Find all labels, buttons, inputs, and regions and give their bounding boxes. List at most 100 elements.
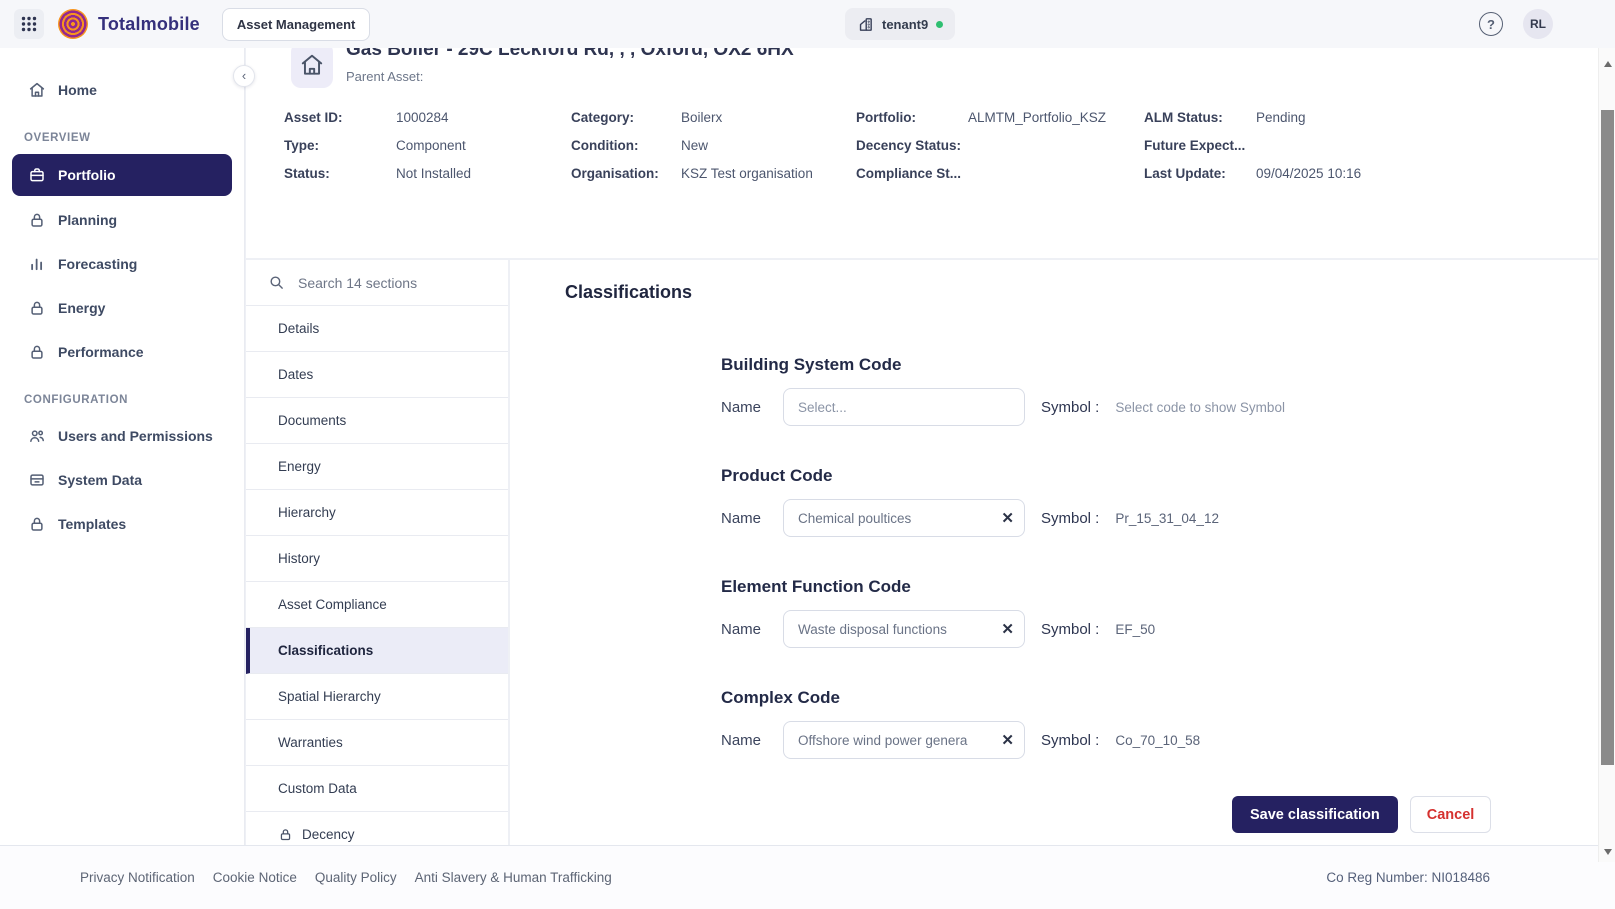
section-item-label: Custom Data <box>278 781 357 796</box>
section-item-history[interactable]: History <box>246 536 508 582</box>
sidebar-item-portfolio[interactable]: Portfolio <box>12 154 232 196</box>
home-icon <box>28 81 46 99</box>
field-label: Compliance St... <box>856 165 962 181</box>
footer-link-quality-policy[interactable]: Quality Policy <box>314 870 397 885</box>
section-item-energy[interactable]: Energy <box>246 444 508 490</box>
field-value: 09/04/2025 10:16 <box>1256 165 1362 181</box>
save-classification-button[interactable]: Save classification <box>1232 796 1398 833</box>
complex-code-select[interactable]: Offshore wind power genera ✕ <box>783 721 1025 759</box>
group-heading: Product Code <box>721 466 833 485</box>
sidebar-item-planning[interactable]: Planning <box>12 200 232 240</box>
sidebar-item-label: Performance <box>58 344 144 360</box>
section-item-details[interactable]: Details <box>246 306 508 352</box>
field-label: Condition: <box>571 137 639 153</box>
footer-link-privacy-notification[interactable]: Privacy Notification <box>80 870 195 885</box>
building-system-code-select[interactable]: Select... <box>783 388 1025 426</box>
section-item-asset-compliance[interactable]: Asset Compliance <box>246 582 508 628</box>
sections-search-input[interactable] <box>298 274 478 291</box>
tenant-name: tenant9 <box>882 16 929 32</box>
field-label: ALM Status: <box>1144 109 1223 125</box>
scrollbar-thumb[interactable] <box>1601 110 1614 765</box>
section-item-hierarchy[interactable]: Hierarchy <box>246 490 508 536</box>
select-value: Waste disposal functions <box>798 621 947 637</box>
footer-link-cookie-notice[interactable]: Cookie Notice <box>212 870 297 885</box>
sidebar-item-users-and-permissions[interactable]: Users and Permissions <box>12 416 232 456</box>
name-label: Name <box>721 731 762 749</box>
sidebar-item-label: Home <box>58 82 97 98</box>
symbol-value: EF_50 <box>1115 621 1156 637</box>
sidebar-item-label: Forecasting <box>58 256 138 272</box>
section-item-label: History <box>278 551 321 566</box>
sidebar-item-performance[interactable]: Performance <box>12 332 232 372</box>
sidebar-item-system-data[interactable]: System Data <box>12 460 232 500</box>
vertical-scrollbar[interactable] <box>1598 48 1615 862</box>
section-item-dates[interactable]: Dates <box>246 352 508 398</box>
symbol-label: Symbol : <box>1041 731 1100 749</box>
field-value: KSZ Test organisation <box>681 165 813 181</box>
sidebar-item-label: Templates <box>58 516 127 532</box>
field-value: ALMTM_Portfolio_KSZ <box>968 109 1107 125</box>
scroll-up-arrow[interactable] <box>1599 56 1615 72</box>
section-item-documents[interactable]: Documents <box>246 398 508 444</box>
lock-icon <box>28 343 46 361</box>
clear-icon[interactable]: ✕ <box>1001 620 1014 638</box>
sidebar-item-forecasting[interactable]: Forecasting <box>12 244 232 284</box>
asset-fields-grid: Asset ID: 1000284 Category: Boilerx Port… <box>284 103 1588 187</box>
lock-icon <box>28 299 46 317</box>
section-item-label: Warranties <box>278 735 343 750</box>
select-placeholder: Select... <box>798 399 847 415</box>
home-icon <box>299 52 325 78</box>
section-item-label: Decency <box>302 827 355 842</box>
sidebar-collapse-button[interactable]: ‹ <box>233 65 255 87</box>
field-label: Portfolio: <box>856 109 916 125</box>
product-code-select[interactable]: Chemical poultices ✕ <box>783 499 1025 537</box>
section-item-custom-data[interactable]: Custom Data <box>246 766 508 812</box>
symbol-value: Co_70_10_58 <box>1115 732 1201 748</box>
cancel-button[interactable]: Cancel <box>1409 796 1492 833</box>
clear-icon[interactable]: ✕ <box>1001 731 1014 749</box>
users-icon <box>28 427 46 445</box>
totalmobile-logo-icon <box>58 9 88 39</box>
avatar[interactable]: RL <box>1523 9 1553 39</box>
footer-link-anti-slavery[interactable]: Anti Slavery & Human Trafficking <box>414 870 612 885</box>
sections-search <box>246 260 508 306</box>
group-heading: Complex Code <box>721 688 841 707</box>
grid-icon <box>21 16 37 32</box>
sidebar-item-energy[interactable]: Energy <box>12 288 232 328</box>
sidebar-item-templates[interactable]: Templates <box>12 504 232 544</box>
section-item-warranties[interactable]: Warranties <box>246 720 508 766</box>
classification-group-element-function-code: Element Function Code Name Waste disposa… <box>721 577 1578 648</box>
archive-box-icon <box>28 471 46 489</box>
help-icon[interactable]: ? <box>1479 12 1503 36</box>
element-function-code-select[interactable]: Waste disposal functions ✕ <box>783 610 1025 648</box>
top-bar: Totalmobile Asset Management tenant9 ? R… <box>0 0 1615 48</box>
section-item-classifications[interactable]: Classifications <box>246 628 508 674</box>
sidebar-item-label: System Data <box>58 472 143 488</box>
sections-panel: Details Dates Documents Energy Hierarchy… <box>246 260 508 845</box>
sidebar-section-overview: OVERVIEW <box>24 132 91 144</box>
section-item-label: Details <box>278 321 320 336</box>
clear-icon[interactable]: ✕ <box>1001 509 1014 527</box>
symbol-label: Symbol : <box>1041 620 1100 638</box>
classification-group-building-system-code: Building System Code Name Select... Symb… <box>721 355 1578 426</box>
sidebar-item-home[interactable]: Home <box>12 70 232 110</box>
sidebar-item-label: Energy <box>58 300 106 316</box>
section-item-spatial-hierarchy[interactable]: Spatial Hierarchy <box>246 674 508 720</box>
field-label: Last Update: <box>1144 165 1226 181</box>
tenant-selector[interactable]: tenant9 <box>845 8 956 40</box>
section-item-label: Energy <box>278 459 321 474</box>
scroll-down-arrow[interactable] <box>1599 844 1615 860</box>
symbol-value: Pr_15_31_04_12 <box>1115 510 1219 526</box>
chevron-left-icon: ‹ <box>241 67 247 83</box>
asset-management-badge[interactable]: Asset Management <box>221 7 371 41</box>
section-item-decency[interactable]: Decency <box>246 812 508 845</box>
triangle-down-icon <box>1603 849 1612 855</box>
content-area: Gas Boiler - 29C Leckford Rd, , , Oxford… <box>246 48 1598 845</box>
section-item-label: Documents <box>278 413 347 428</box>
parent-asset-label: Parent Asset: <box>346 69 424 84</box>
sidebar: Home OVERVIEW Portfolio Planning Forecas… <box>0 48 245 845</box>
field-label: Status: <box>284 165 330 181</box>
section-item-label: Classifications <box>278 643 374 658</box>
field-value: Boilerx <box>681 109 723 125</box>
app-grid-button[interactable] <box>14 9 44 39</box>
